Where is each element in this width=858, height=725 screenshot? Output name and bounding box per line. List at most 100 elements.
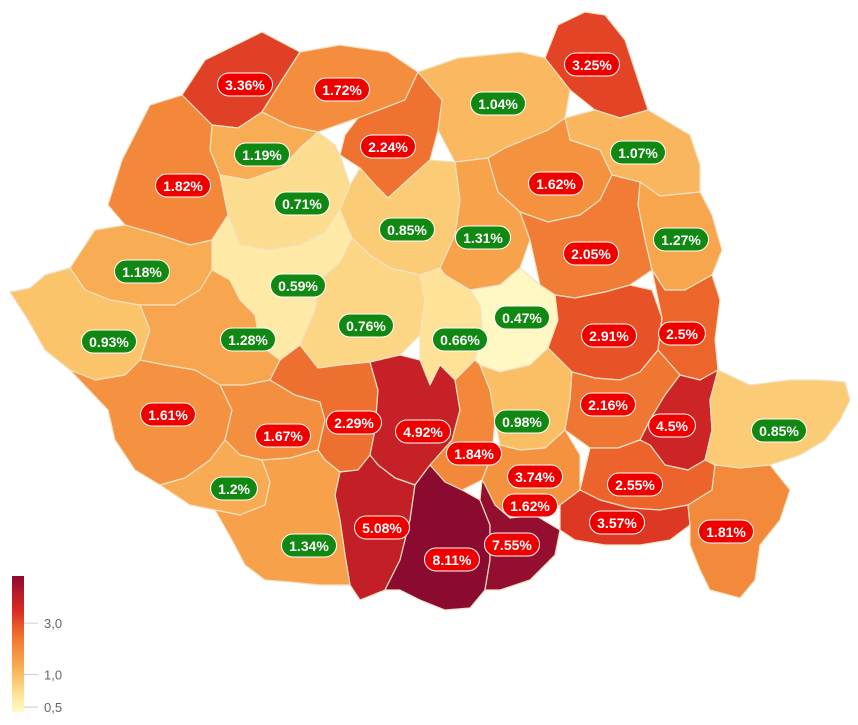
value-label-arad: 1.18% (114, 259, 170, 284)
value-label-text: 1.27% (661, 232, 701, 248)
value-label-text: 7.55% (492, 537, 532, 553)
value-label-giurgiu: 7.55% (484, 532, 540, 557)
value-label-text: 0.76% (346, 318, 386, 334)
value-label-text: 1.34% (289, 538, 329, 554)
value-label-text: 3.74% (515, 469, 555, 485)
value-label-pill (326, 410, 382, 435)
value-label-pill (314, 77, 370, 102)
value-label-text: 2.16% (588, 397, 628, 413)
value-label-sibiu: 0.76% (338, 313, 394, 338)
value-label-cluj: 0.71% (274, 191, 330, 216)
value-label-maramures: 1.72% (314, 77, 370, 102)
value-label-tulcea: 0.85% (751, 418, 807, 443)
value-label-text: 4.5% (656, 418, 688, 434)
value-label-text: 1.67% (263, 428, 303, 444)
value-label-text: 3.36% (225, 77, 265, 93)
value-label-text: 1.31% (463, 230, 503, 246)
value-label-salaj: 1.19% (234, 142, 290, 167)
value-label-text: 1.18% (122, 264, 162, 280)
value-label-pill (658, 321, 706, 346)
value-label-neamt: 1.62% (528, 171, 584, 196)
value-label-timis: 0.93% (81, 329, 137, 354)
value-label-dambovita: 1.84% (446, 441, 502, 466)
value-label-pill (234, 142, 290, 167)
value-label-bistrita-nasaud: 2.24% (360, 134, 416, 159)
value-label-alba: 0.59% (270, 273, 326, 298)
value-label-layer: 3.36% 1.72% 1.04% 3.25% 1.19% 2.24% 1.07% 1.82%… (81, 52, 807, 572)
value-label-hunedoara: 1.28% (220, 327, 276, 352)
value-label-text: 1.2% (218, 481, 250, 497)
value-label-pill (338, 313, 394, 338)
value-label-text: 1.19% (242, 147, 282, 163)
value-label-text: 0.47% (502, 310, 542, 326)
value-label-text: 1.72% (322, 82, 362, 98)
value-label-satu-mare: 3.36% (217, 72, 273, 97)
value-label-text: 0.59% (278, 278, 318, 294)
value-label-vrancea: 2.91% (581, 323, 637, 348)
legend-color-bar (12, 576, 24, 712)
value-label-text: 0.93% (89, 334, 129, 350)
value-label-pill (220, 327, 276, 352)
value-label-buzau: 2.16% (580, 392, 636, 417)
value-label-pill (580, 392, 636, 417)
value-label-pill (270, 273, 326, 298)
value-label-ilfov: 1.62% (502, 493, 558, 518)
value-label-pill (653, 227, 709, 252)
value-label-text: 1.84% (454, 446, 494, 462)
value-label-suceava: 1.04% (470, 91, 526, 116)
value-label-pill (607, 472, 663, 497)
value-label-pill (528, 171, 584, 196)
value-label-valcea: 2.29% (326, 410, 382, 435)
value-label-pill (379, 217, 435, 242)
value-label-pill (455, 225, 511, 250)
value-label-bacau: 2.05% (563, 241, 619, 266)
value-label-text: 1.81% (706, 524, 746, 540)
value-label-text: 3.57% (597, 515, 637, 531)
value-label-arges: 4.92% (395, 419, 451, 444)
value-label-text: 1.07% (618, 145, 658, 161)
value-label-pill (484, 532, 540, 557)
value-label-pill (589, 510, 645, 535)
value-label-harghita: 1.31% (455, 225, 511, 250)
value-label-botosani: 3.25% (564, 52, 620, 77)
value-label-text: 2.55% (615, 477, 655, 493)
value-label-pill (432, 327, 488, 352)
value-label-pill (217, 72, 273, 97)
value-label-text: 8.11% (433, 552, 472, 568)
value-label-braila: 4.5% (648, 413, 696, 438)
value-label-pill (281, 533, 337, 558)
value-label-dolj: 1.34% (281, 533, 337, 558)
value-label-text: 1.62% (536, 176, 576, 192)
value-label-pill (470, 91, 526, 116)
county-layer (9, 11, 851, 611)
value-label-text: 2.91% (589, 328, 629, 344)
value-label-bihor: 1.82% (155, 173, 211, 198)
value-label-calarasi: 3.57% (589, 510, 645, 535)
value-label-constanta: 1.81% (698, 519, 754, 544)
value-label-text: 4.92% (403, 424, 443, 440)
county-teleorman[interactable] (384, 464, 491, 611)
value-label-prahova: 0.98% (494, 409, 550, 434)
value-label-caras-severin: 1.61% (140, 402, 196, 427)
value-label-pill (751, 418, 807, 443)
value-label-pill (114, 259, 170, 284)
value-label-text: 2.24% (368, 139, 408, 155)
legend-ticks: 0,5 1,0 3,0 (24, 616, 62, 715)
value-label-mures: 0.85% (379, 217, 435, 242)
value-label-bucuresti: 3.74% (507, 464, 563, 489)
value-label-covasna: 0.47% (494, 305, 550, 330)
value-label-pill (502, 493, 558, 518)
value-label-text: 3.25% (572, 57, 612, 73)
value-label-pill (564, 52, 620, 77)
value-label-text: 0.66% (440, 332, 480, 348)
value-label-pill (140, 402, 196, 427)
value-label-pill (610, 140, 666, 165)
value-label-text: 1.62% (510, 498, 550, 514)
color-legend: 0,5 1,0 3,0 (12, 576, 62, 715)
value-label-text: 1.82% (163, 178, 203, 194)
value-label-text: 0.71% (282, 196, 322, 212)
value-label-pill (81, 329, 137, 354)
value-label-ialomita: 2.55% (607, 472, 663, 497)
value-label-pill (274, 191, 330, 216)
value-label-text: 1.04% (478, 96, 518, 112)
